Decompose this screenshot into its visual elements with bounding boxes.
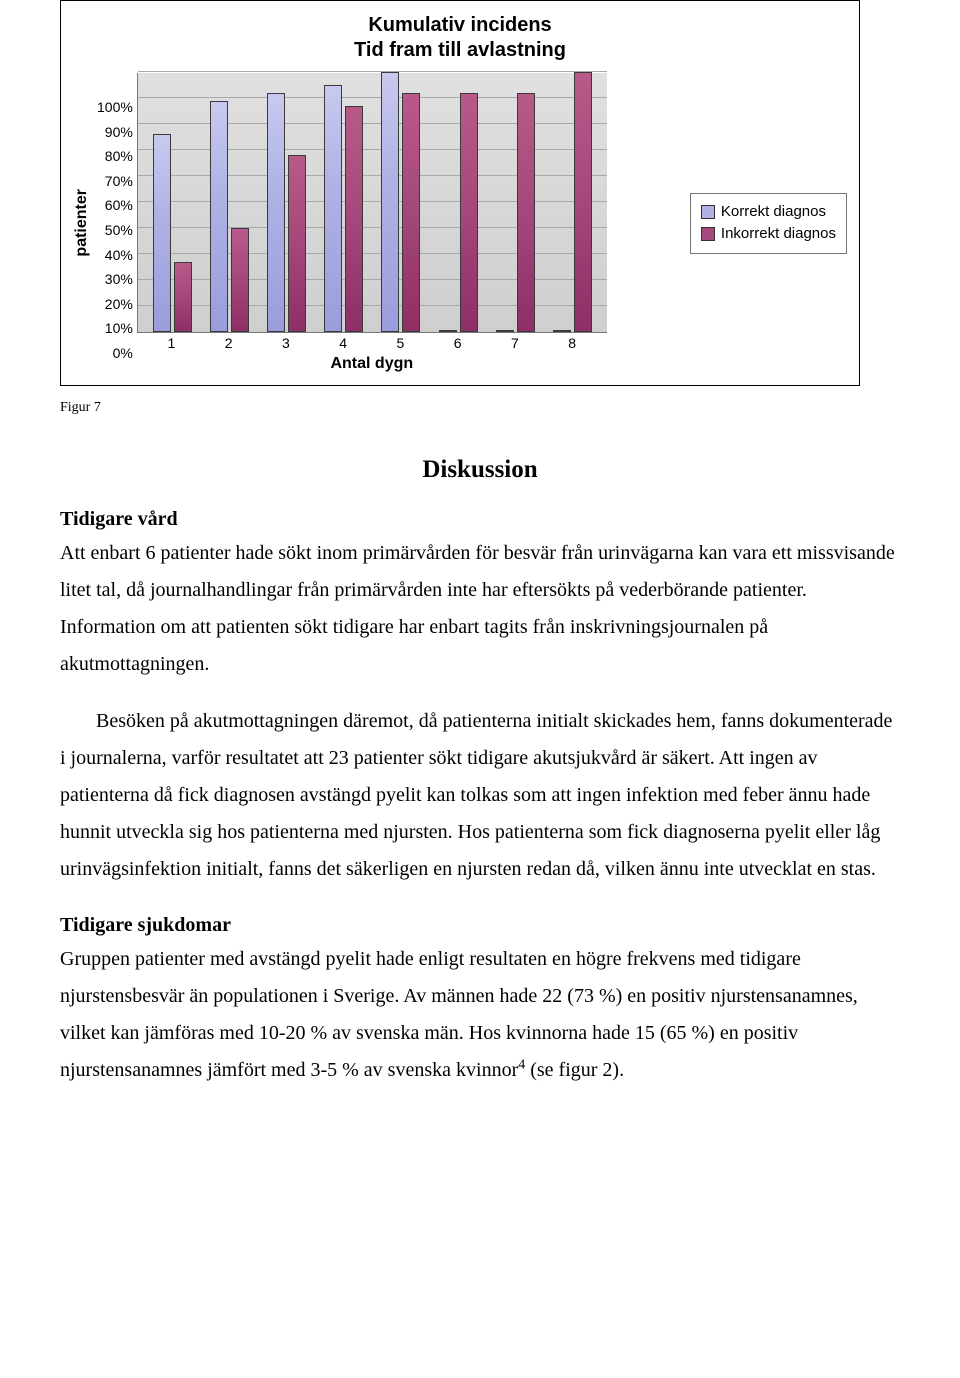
y-tick-label: 40% (97, 248, 133, 262)
bar-inkorrekt (174, 262, 192, 332)
chart-y-ticks: 100%90%80%70%60%50%40%30%20%10%0% (97, 93, 133, 353)
bar-korrekt (210, 101, 228, 332)
subheading-tidigare-sjukdomar: Tidigare sjukdomar (60, 914, 900, 937)
bar-inkorrekt (402, 93, 420, 332)
y-tick-label: 30% (97, 272, 133, 286)
paragraph-3-text-b: (se figur 2). (525, 1059, 624, 1081)
bar-group (267, 93, 306, 332)
chart-title-line-2: Tid fram till avlastning (354, 39, 566, 61)
bar-group (381, 72, 420, 332)
y-tick-label: 60% (97, 198, 133, 212)
bar-group (496, 93, 535, 332)
paragraph-3: Gruppen patienter med avstängd pyelit ha… (60, 941, 900, 1089)
x-tick-label: 4 (339, 335, 347, 351)
legend-item-korrekt: Korrekt diagnos (701, 201, 836, 224)
chart-plot-area (137, 73, 607, 333)
bar-korrekt (496, 330, 514, 332)
bar-korrekt (381, 72, 399, 332)
y-tick-label: 100% (97, 100, 133, 114)
legend-swatch-korrekt (701, 205, 715, 219)
x-tick-label: 3 (282, 335, 290, 351)
bar-inkorrekt (460, 93, 478, 332)
bar-group (439, 93, 478, 332)
legend-item-inkorrekt: Inkorrekt diagnos (701, 223, 836, 246)
bar-korrekt (153, 134, 171, 332)
x-tick-label: 1 (168, 335, 176, 351)
legend-label-korrekt: Korrekt diagnos (721, 201, 826, 224)
bar-korrekt (324, 85, 342, 332)
y-tick-label: 80% (97, 149, 133, 163)
bar-inkorrekt (345, 106, 363, 332)
bar-inkorrekt (231, 228, 249, 332)
y-tick-label: 0% (97, 346, 133, 360)
chart-legend: Korrekt diagnos Inkorrekt diagnos (690, 193, 847, 254)
figure-caption: Figur 7 (60, 400, 900, 416)
chart-ylabel: patienter (73, 189, 91, 257)
subheading-tidigare-vard: Tidigare vård (60, 508, 900, 531)
legend-label-inkorrekt: Inkorrekt diagnos (721, 223, 836, 246)
paragraph-3-text-a: Gruppen patienter med avstängd pyelit ha… (60, 948, 858, 1081)
x-tick-label: 7 (511, 335, 519, 351)
x-tick-label: 6 (454, 335, 462, 351)
legend-swatch-inkorrekt (701, 227, 715, 241)
bar-korrekt (553, 330, 571, 332)
bar-korrekt (439, 330, 457, 332)
x-tick-label: 5 (397, 335, 405, 351)
y-tick-label: 10% (97, 321, 133, 335)
bar-inkorrekt (517, 93, 535, 332)
bar-group (210, 101, 249, 332)
section-heading: Diskussion (60, 456, 900, 484)
chart-title-line-1: Kumulativ incidens (368, 14, 551, 36)
bar-group (553, 72, 592, 332)
y-tick-label: 90% (97, 125, 133, 139)
x-tick-label: 8 (568, 335, 576, 351)
y-tick-label: 20% (97, 297, 133, 311)
bar-inkorrekt (288, 155, 306, 332)
bar-korrekt (267, 93, 285, 332)
y-tick-label: 50% (97, 223, 133, 237)
chart-xlabel: Antal dygn (137, 355, 607, 373)
x-tick-label: 2 (225, 335, 233, 351)
paragraph-2: Besöken på akutmottagningen däremot, då … (60, 703, 900, 888)
bar-group (324, 85, 363, 332)
bar-inkorrekt (574, 72, 592, 332)
chart-container: Kumulativ incidens Tid fram till avlastn… (60, 0, 860, 386)
bar-group (153, 134, 192, 332)
paragraph-1: Att enbart 6 patienter hade sökt inom pr… (60, 535, 900, 683)
y-tick-label: 70% (97, 174, 133, 188)
chart-title: Kumulativ incidens Tid fram till avlastn… (73, 13, 847, 63)
chart-x-ticks: 1 2 3 4 5 6 7 8 (137, 333, 607, 351)
